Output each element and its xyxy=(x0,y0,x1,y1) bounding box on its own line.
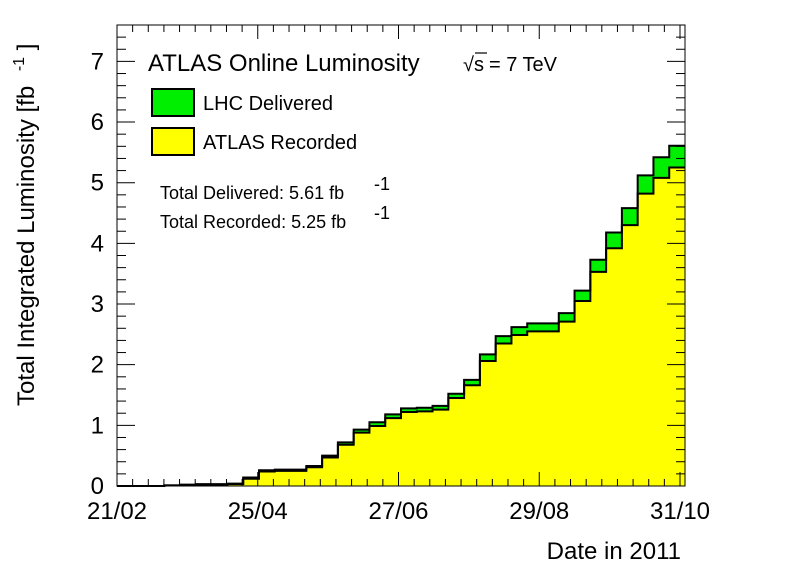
recorded-bar-13 xyxy=(322,457,339,486)
recorded-bar-17 xyxy=(385,418,402,486)
recorded-bar-35 xyxy=(669,167,686,486)
y-tick-label-5: 5 xyxy=(91,170,104,197)
recorded-bar-19 xyxy=(416,411,433,486)
y-tick-label-1: 1 xyxy=(91,412,104,439)
recorded-bar-16 xyxy=(369,425,386,486)
recorded-bar-32 xyxy=(621,225,639,486)
recorded-bar-20 xyxy=(432,409,449,486)
recorded-bar-15 xyxy=(353,432,370,486)
recorded-bar-12 xyxy=(306,467,323,486)
recorded-bar-29 xyxy=(574,300,591,486)
y-axis-ticks: 0 1 2 3 4 5 6 7 xyxy=(91,36,685,500)
recorded-bar-30 xyxy=(590,271,607,486)
x-axis-title: Date in 2011 xyxy=(547,538,681,565)
x-tick-label-4: 31/10 xyxy=(650,498,710,525)
y-axis-title: Total Integrated Luminosity [fb -1 ] xyxy=(3,44,40,406)
recorded-bar-27 xyxy=(543,331,560,486)
total-recorded-text: Total Recorded: 5.25 fb xyxy=(160,212,346,232)
recorded-bar-23 xyxy=(479,361,497,486)
recorded-bar-25 xyxy=(511,334,528,486)
y-tick-label-7: 7 xyxy=(91,48,104,75)
y-axis-title-sup: -1 xyxy=(11,57,28,71)
energy-label: = 7 TeV xyxy=(489,54,558,76)
y-tick-label-0: 0 xyxy=(91,473,104,500)
x-tick-label-2: 27/06 xyxy=(368,498,428,525)
x-tick-label-0: 21/02 xyxy=(87,498,147,525)
recorded-bars xyxy=(164,167,686,486)
x-tick-label-1: 25/04 xyxy=(228,498,288,525)
legend-title: ATLAS Online Luminosity xyxy=(148,50,420,77)
recorded-bar-10 xyxy=(274,470,291,486)
total-delivered-text: Total Delivered: 5.61 fb xyxy=(160,183,344,203)
y-tick-label-4: 4 xyxy=(91,230,104,257)
recorded-bar-24 xyxy=(495,343,512,486)
recorded-bar-22 xyxy=(464,385,481,486)
recorded-bar-18 xyxy=(401,411,418,486)
y-axis-title-close: ] xyxy=(13,44,40,51)
energy-sqrt: √s xyxy=(463,54,484,76)
recorded-bar-11 xyxy=(290,470,307,486)
recorded-bar-8 xyxy=(243,478,260,486)
x-tick-label-3: 29/08 xyxy=(509,498,569,525)
recorded-bar-14 xyxy=(337,444,355,486)
recorded-bar-28 xyxy=(558,321,575,486)
recorded-bar-9 xyxy=(259,471,276,486)
legend-swatch-delivered xyxy=(151,88,195,117)
y-tick-label-6: 6 xyxy=(91,109,104,136)
recorded-bar-34 xyxy=(653,177,670,486)
recorded-bar-21 xyxy=(448,398,465,486)
legend-label-delivered: LHC Delivered xyxy=(203,93,333,115)
x-axis-ticks: 21/02 25/04 27/06 29/08 31/10 xyxy=(87,25,710,525)
y-axis-title-main: Total Integrated Luminosity [fb xyxy=(13,86,40,406)
y-tick-label-3: 3 xyxy=(91,291,104,318)
recorded-bar-31 xyxy=(606,248,623,486)
recorded-step-line xyxy=(117,166,685,487)
total-recorded-unit-sup: -1 xyxy=(374,203,390,223)
recorded-bar-26 xyxy=(527,331,544,486)
legend-label-recorded: ATLAS Recorded xyxy=(203,132,357,154)
y-tick-label-2: 2 xyxy=(91,352,104,379)
recorded-bar-33 xyxy=(637,193,654,486)
total-delivered-unit-sup: -1 xyxy=(374,174,390,194)
legend-swatch-recorded xyxy=(151,127,195,156)
